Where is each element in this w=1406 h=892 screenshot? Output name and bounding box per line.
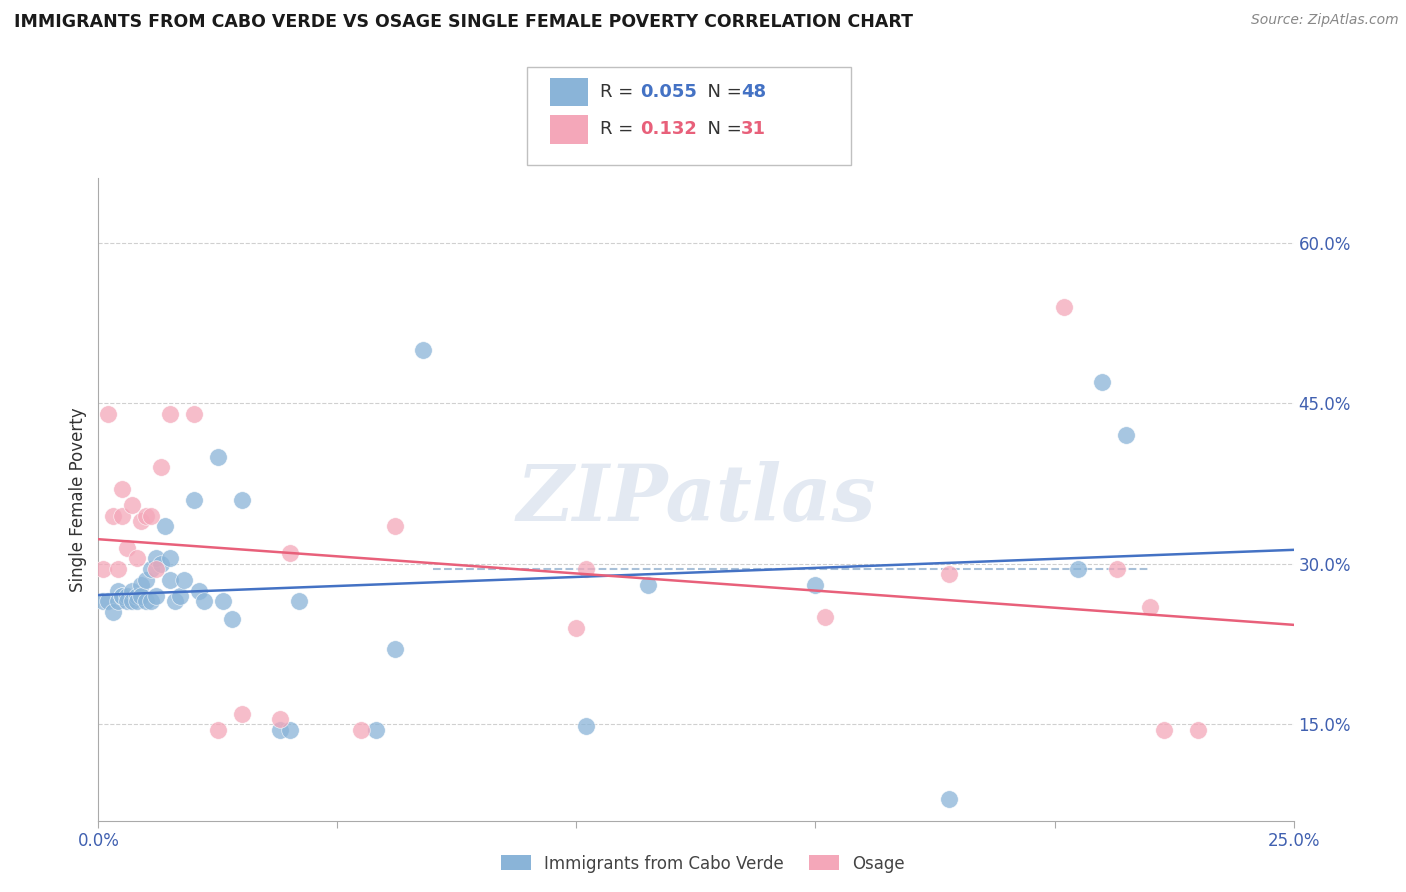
- Text: ZIPatlas: ZIPatlas: [516, 461, 876, 538]
- Point: [1153, 723, 1175, 737]
- Text: R =: R =: [600, 120, 640, 138]
- Point: [938, 567, 960, 582]
- Point: [804, 578, 827, 592]
- Point: [135, 594, 157, 608]
- Point: [121, 594, 143, 608]
- Text: Source: ZipAtlas.com: Source: ZipAtlas.com: [1251, 13, 1399, 28]
- Point: [575, 719, 598, 733]
- Point: [125, 594, 148, 608]
- Point: [107, 594, 129, 608]
- Point: [173, 573, 195, 587]
- Point: [814, 610, 837, 624]
- Point: [107, 562, 129, 576]
- Point: [91, 562, 114, 576]
- Point: [145, 551, 167, 566]
- Point: [575, 562, 598, 576]
- Point: [97, 407, 120, 421]
- Point: [207, 723, 229, 737]
- Point: [938, 792, 960, 806]
- Point: [159, 407, 181, 421]
- Point: [111, 508, 134, 523]
- Text: 31: 31: [741, 120, 766, 138]
- Point: [288, 594, 311, 608]
- Point: [163, 594, 186, 608]
- Point: [231, 706, 253, 721]
- Point: [269, 723, 291, 737]
- Point: [637, 578, 659, 592]
- Point: [101, 508, 124, 523]
- Y-axis label: Single Female Poverty: Single Female Poverty: [69, 408, 87, 591]
- Point: [159, 551, 181, 566]
- Point: [183, 407, 205, 421]
- Point: [159, 573, 181, 587]
- Point: [278, 546, 301, 560]
- Point: [169, 589, 191, 603]
- Text: 0.132: 0.132: [640, 120, 696, 138]
- Point: [111, 482, 134, 496]
- Point: [193, 594, 215, 608]
- Text: 0.055: 0.055: [640, 83, 696, 101]
- Point: [412, 343, 434, 357]
- Point: [350, 723, 373, 737]
- Point: [1091, 375, 1114, 389]
- Point: [121, 583, 143, 598]
- Point: [269, 712, 291, 726]
- Point: [115, 589, 138, 603]
- Point: [1115, 428, 1137, 442]
- Point: [1105, 562, 1128, 576]
- Text: IMMIGRANTS FROM CABO VERDE VS OSAGE SINGLE FEMALE POVERTY CORRELATION CHART: IMMIGRANTS FROM CABO VERDE VS OSAGE SING…: [14, 13, 912, 31]
- Point: [149, 557, 172, 571]
- Point: [107, 583, 129, 598]
- Point: [1053, 300, 1076, 314]
- Point: [131, 578, 153, 592]
- Point: [187, 583, 209, 598]
- Point: [1067, 562, 1090, 576]
- Point: [145, 562, 167, 576]
- Point: [131, 514, 153, 528]
- Point: [111, 589, 134, 603]
- Point: [384, 642, 406, 657]
- Legend: Immigrants from Cabo Verde, Osage: Immigrants from Cabo Verde, Osage: [495, 848, 911, 880]
- Point: [278, 723, 301, 737]
- Text: N =: N =: [696, 120, 748, 138]
- Point: [97, 594, 120, 608]
- Text: 48: 48: [741, 83, 766, 101]
- Text: N =: N =: [696, 83, 748, 101]
- Point: [211, 594, 233, 608]
- Point: [183, 492, 205, 507]
- Point: [231, 492, 253, 507]
- Point: [139, 508, 162, 523]
- Point: [139, 594, 162, 608]
- Point: [135, 508, 157, 523]
- Text: R =: R =: [600, 83, 640, 101]
- Point: [125, 551, 148, 566]
- Point: [121, 498, 143, 512]
- Point: [1139, 599, 1161, 614]
- Point: [139, 562, 162, 576]
- Point: [364, 723, 387, 737]
- Point: [135, 573, 157, 587]
- Point: [111, 589, 134, 603]
- Point: [145, 589, 167, 603]
- Point: [115, 541, 138, 555]
- Point: [221, 612, 243, 626]
- Point: [207, 450, 229, 464]
- Point: [384, 519, 406, 533]
- Point: [131, 589, 153, 603]
- Point: [1187, 723, 1209, 737]
- Point: [115, 594, 138, 608]
- Point: [101, 605, 124, 619]
- Point: [91, 594, 114, 608]
- Point: [125, 589, 148, 603]
- Point: [149, 460, 172, 475]
- Point: [155, 519, 177, 533]
- Point: [565, 621, 588, 635]
